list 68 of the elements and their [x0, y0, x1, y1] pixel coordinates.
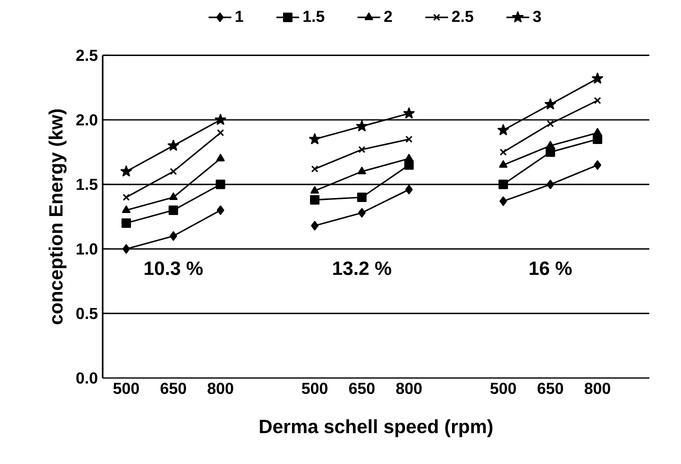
point [546, 180, 554, 190]
point [309, 133, 320, 144]
point [405, 184, 413, 194]
point [216, 180, 226, 190]
annotation: 10.3 % [144, 261, 203, 276]
annotation: 16 % [530, 261, 572, 276]
annotation: 13.2 % [333, 261, 392, 276]
point [310, 186, 319, 194]
point [546, 147, 556, 157]
x-tick-label: 800 [208, 382, 234, 394]
point [499, 160, 508, 168]
x-tick-label: 500 [490, 382, 516, 394]
point [120, 166, 132, 176]
point [358, 166, 366, 174]
y-tick-label: 1.0 [76, 243, 98, 255]
point [169, 192, 178, 200]
y-tick-label: 2.0 [76, 114, 98, 126]
point [122, 205, 130, 213]
point [594, 96, 602, 104]
point [168, 205, 178, 215]
point [168, 140, 180, 151]
point [310, 195, 320, 205]
point [592, 72, 604, 84]
point [546, 120, 554, 128]
x-axis-title: Derma schell speed (rpm) [260, 419, 492, 438]
point [122, 194, 130, 201]
point [311, 220, 318, 230]
legend-label: 2.5 [452, 10, 474, 22]
point [498, 180, 508, 190]
point [500, 196, 507, 206]
point [544, 98, 556, 110]
point [358, 208, 366, 218]
point [216, 205, 224, 215]
point [214, 114, 226, 125]
x-tick-label: 800 [396, 382, 422, 394]
legend-label: 3 [532, 10, 541, 22]
point [498, 124, 509, 136]
x-tick-label: 800 [584, 382, 610, 394]
y-tick-label: 2.5 [76, 50, 98, 61]
x-tick-label: 500 [113, 382, 139, 394]
x-tick-label: 500 [302, 382, 328, 394]
y-tick-label: 0.0 [76, 372, 98, 384]
point [122, 244, 130, 254]
point [170, 168, 177, 176]
point [216, 154, 225, 162]
point [356, 120, 368, 132]
point [593, 128, 602, 136]
point [121, 218, 131, 228]
legend-label: 2 [384, 10, 392, 22]
point [311, 165, 318, 172]
point [170, 231, 178, 241]
y-tick-label: 1.5 [76, 178, 98, 190]
x-tick-label: 650 [538, 382, 564, 394]
x-tick-label: 650 [349, 382, 375, 394]
legend-label: 1 [236, 10, 244, 22]
x-tick-label: 650 [160, 382, 186, 394]
y-tick-label: 0.5 [76, 308, 98, 320]
point [216, 129, 224, 136]
legend-label: 1.5 [304, 10, 324, 22]
point [357, 192, 367, 202]
point [546, 140, 555, 148]
point [404, 154, 414, 162]
point [403, 107, 415, 118]
y-axis-title: conception Energy (kw) [48, 109, 67, 324]
point [594, 160, 602, 170]
point [405, 136, 413, 143]
point [500, 148, 507, 156]
point [358, 146, 366, 154]
